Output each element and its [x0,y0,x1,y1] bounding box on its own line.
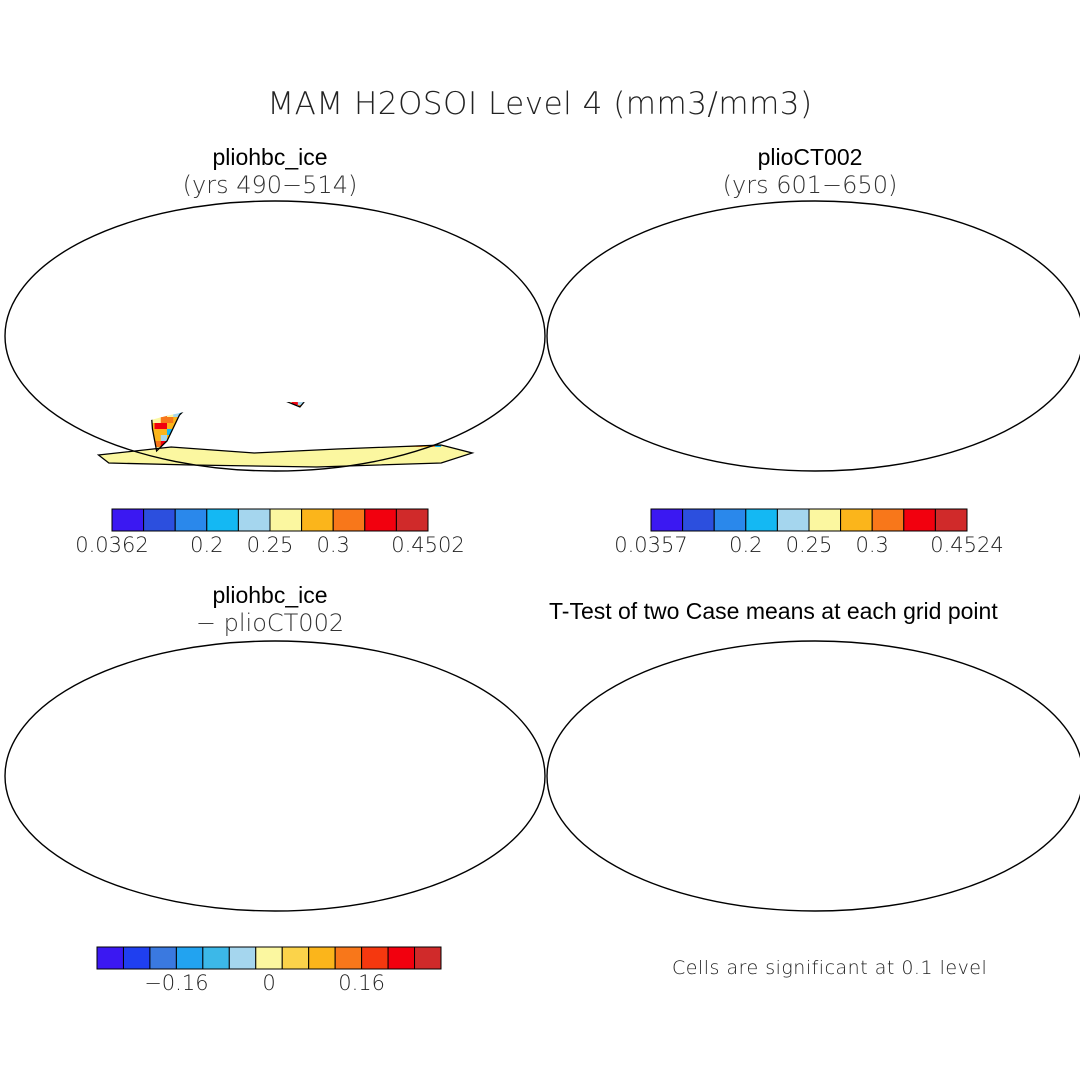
ocean-background [5,641,545,911]
colorbar-swatch [175,946,204,970]
colorbar-bottom_left [96,946,442,970]
panel-top-left-case: pliohbc_ice [212,144,328,170]
map-panel-bl [4,640,546,912]
colorbar-swatch [111,508,145,532]
colorbar-swatch [361,946,389,970]
colorbar-swatch [122,946,151,970]
colorbar-tick-label: 0.3 [316,533,350,557]
colorbar-tick-label: 0.4524 [930,533,1004,557]
colorbar-swatch [414,946,442,970]
ocean-background [5,201,545,471]
colorbar-swatch [206,508,239,532]
map-border-tr [546,200,1080,472]
panel-bottom-left-case: pliohbc_ice [212,582,328,608]
panel-top-right-years: (yrs 601−650) [722,171,898,199]
ocean-background [547,201,1080,471]
panel-top-left-years: (yrs 490−514) [182,171,358,199]
colorbar-tick-label: 0.4502 [391,533,465,557]
colorbar-swatch [228,946,257,970]
colorbar-swatch [776,508,810,532]
colorbar-tick-label: 0.3 [855,533,889,557]
colorbar-swatch [387,946,416,970]
panel-bottom-left-diff: − plioCT002 [195,609,345,637]
colorbar-swatch [332,508,366,532]
panel-top-right-case: plioCT002 [757,144,863,170]
colorbar-swatch [96,946,124,970]
colorbar-top_right [650,508,968,532]
colorbar-tick-label: 0.25 [785,533,833,557]
map-border-bl [4,640,546,912]
map-panel-br [546,640,1080,912]
colorbar-swatch [143,508,176,532]
colorbar-tick-label: 0.0362 [75,533,149,557]
colorbar-swatch [308,946,336,970]
significance-note: Cells are significant at 0.1 level [672,957,988,979]
panel-bottom-right-title: T-Test of two Case means at each grid po… [549,598,998,624]
colorbar-swatch [934,508,968,532]
colorbar-swatch [255,946,283,970]
colorbar-swatch [650,508,684,532]
colorbar-top_left [111,508,429,532]
colorbar-tick-label: 0 [262,971,276,995]
map-panel-tl [4,200,546,472]
coastline-antarctica [96,444,475,468]
colorbar-swatch [713,508,747,532]
colorbar-swatch [395,508,429,532]
colorbar-swatch [840,508,873,532]
colorbar-tick-label: 0.25 [246,533,294,557]
colorbar-swatch [871,508,905,532]
colorbar-swatch [808,508,842,532]
colorbar-swatch [149,946,177,970]
colorbar-swatch [364,508,397,532]
colorbar-swatch [237,508,271,532]
colorbar-tick-label: 0.2 [190,533,224,557]
colorbar-tick-label: 0.0357 [614,533,688,557]
colorbar-tick-label: 0.16 [338,971,385,995]
colorbar-tick-label: −0.16 [144,971,209,995]
map-panel-tr [546,200,1080,472]
colorbar-swatch [682,508,715,532]
colorbar-swatch [281,946,310,970]
colorbar-swatch [301,508,334,532]
figure-title: MAM H2OSOI Level 4 (mm3/mm3) [267,86,813,122]
colorbar-swatch [903,508,936,532]
colorbar-swatch [202,946,230,970]
map-border-tl [4,200,546,472]
ocean-background [547,641,1080,911]
colorbar-swatch [269,508,303,532]
colorbar-swatch [174,508,208,532]
colorbar-tick-label: 0.2 [729,533,763,557]
colorbar-swatch [745,508,778,532]
colorbar-swatch [334,946,363,970]
coastline-southAmerica [131,402,214,453]
map-border-br [546,640,1080,912]
